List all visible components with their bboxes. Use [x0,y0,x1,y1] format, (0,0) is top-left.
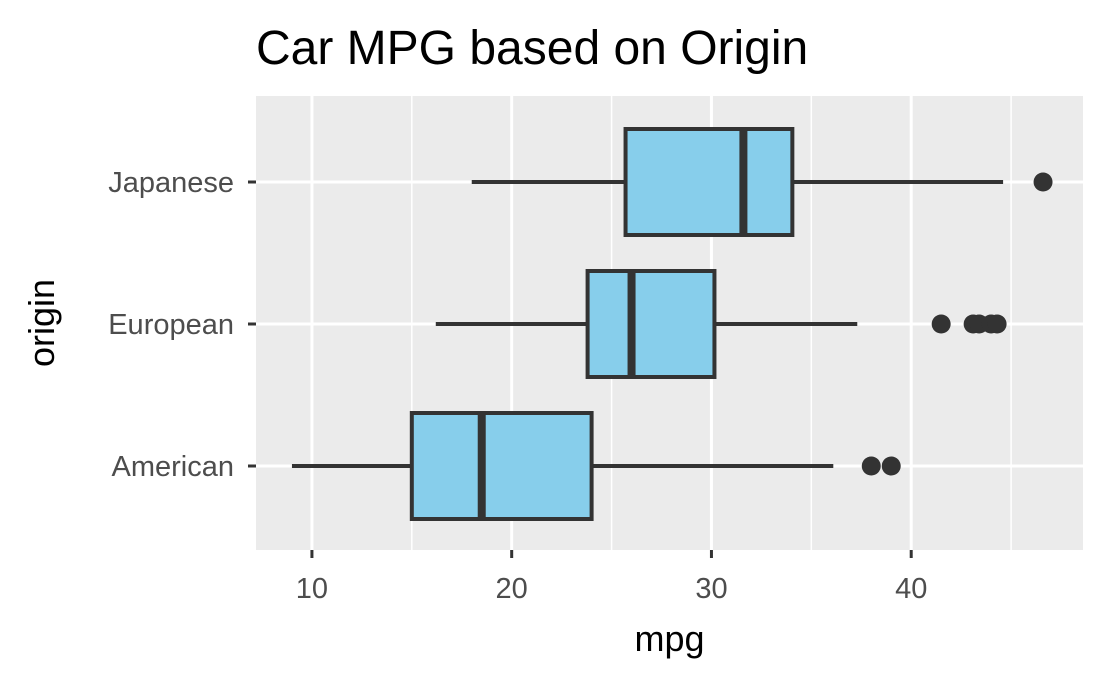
y-axis: American European Japanese [108,167,256,483]
box-american [291,411,901,521]
x-axis: 10 20 30 40 [296,550,927,605]
outlier-point [931,314,951,334]
outlier-point [881,456,901,476]
interquartile-box [623,127,795,237]
box-european [435,269,1007,379]
y-axis-title: origin [21,279,62,367]
box-japanese [471,127,1053,237]
y-tick-label: American [112,451,235,483]
chart-title: Car MPG based on Origin [256,22,808,75]
x-axis-title: mpg [634,618,704,659]
x-tick-label: 20 [496,573,528,605]
y-tick-label: European [108,309,234,341]
outlier-point [861,456,881,476]
interquartile-box [585,269,717,379]
outlier-point [987,314,1007,334]
y-tick-label: Japanese [108,167,234,199]
outlier-point [1033,172,1053,192]
interquartile-box [409,411,594,521]
x-tick-label: 30 [695,573,727,605]
x-tick-label: 40 [895,573,927,605]
box-group [291,127,1053,521]
x-tick-label: 10 [296,573,328,605]
